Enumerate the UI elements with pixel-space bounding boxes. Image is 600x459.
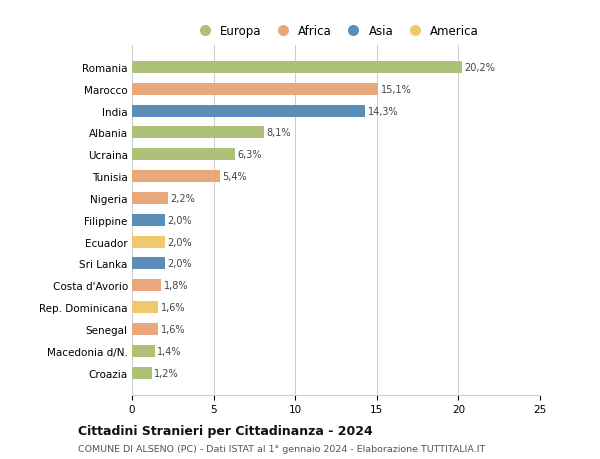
Text: 1,2%: 1,2% [154,368,179,378]
Text: 20,2%: 20,2% [464,63,495,73]
Text: 1,6%: 1,6% [161,325,185,334]
Bar [132,236,164,248]
Bar [132,149,235,161]
Text: 14,3%: 14,3% [368,106,398,116]
Bar [132,280,161,292]
Bar [132,192,168,205]
Bar [132,127,264,139]
Bar [132,84,379,95]
Text: 5,4%: 5,4% [223,172,247,182]
Text: 8,1%: 8,1% [266,128,291,138]
Bar [132,171,220,183]
Bar [132,323,158,335]
Text: Cittadini Stranieri per Cittadinanza - 2024: Cittadini Stranieri per Cittadinanza - 2… [78,424,373,437]
Bar [132,214,164,226]
Text: 2,0%: 2,0% [167,259,192,269]
Text: 1,6%: 1,6% [161,302,185,313]
Text: 2,2%: 2,2% [170,194,195,203]
Bar [132,367,152,379]
Text: 1,4%: 1,4% [157,346,182,356]
Text: 1,8%: 1,8% [164,281,188,291]
Text: 15,1%: 15,1% [381,84,412,95]
Text: 2,0%: 2,0% [167,215,192,225]
Text: 2,0%: 2,0% [167,237,192,247]
Legend: Europa, Africa, Asia, America: Europa, Africa, Asia, America [188,20,484,43]
Bar [132,302,158,313]
Bar [132,345,155,357]
Text: 6,3%: 6,3% [237,150,262,160]
Bar [132,62,461,74]
Text: COMUNE DI ALSENO (PC) - Dati ISTAT al 1° gennaio 2024 - Elaborazione TUTTITALIA.: COMUNE DI ALSENO (PC) - Dati ISTAT al 1°… [78,444,485,453]
Bar [132,106,365,118]
Bar [132,258,164,270]
